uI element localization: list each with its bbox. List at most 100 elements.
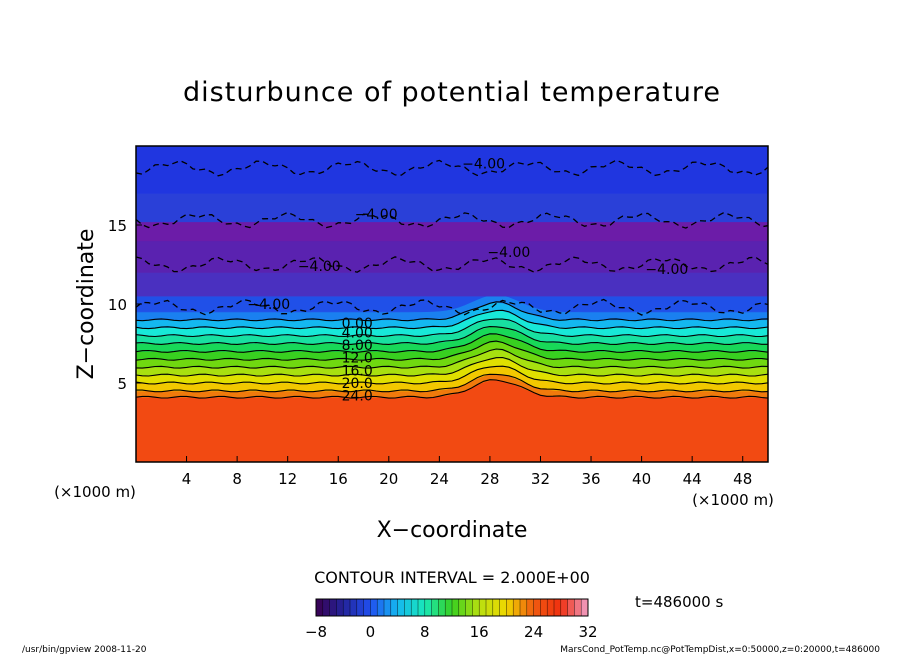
colorbar-frame	[315, 598, 589, 617]
x-tick-label: 12	[278, 470, 297, 488]
contour-label-5: −4.00	[247, 297, 290, 313]
y-tick-label: 10	[108, 296, 127, 314]
contour-dashed-3	[136, 159, 768, 177]
time-label: t=486000 s	[635, 593, 723, 611]
contour-label-1: −4.00	[355, 207, 398, 223]
colorbar	[315, 598, 589, 617]
colorbar-cell	[506, 599, 514, 616]
colorbar-cell	[492, 599, 500, 616]
contour-label-4: −4.00	[645, 262, 688, 278]
colorbar-tick-label: 32	[578, 623, 597, 641]
contour-label-6: 0.00	[342, 316, 373, 332]
x-tick-label: 24	[430, 470, 449, 488]
contour-interval-text: CONTOUR INTERVAL = 2.000E+00	[314, 568, 590, 587]
colorbar-cell	[438, 599, 446, 616]
contour-dashed-0	[136, 298, 768, 316]
colorbar-cell	[513, 599, 521, 616]
x-axis-ticks: 4 8 12 16 20 24 28 32 36 40 44 48	[182, 456, 752, 488]
contour-label-9: 12.0	[342, 351, 373, 367]
contour-label-2: −4.00	[487, 245, 530, 261]
colorbar-cell	[445, 599, 453, 616]
contour-line-7	[136, 326, 768, 345]
colorbar-cell	[336, 599, 344, 616]
x-tick-label: 48	[733, 470, 752, 488]
colorbar-tick-label: 24	[524, 623, 543, 641]
heatmap-band-16	[136, 193, 768, 223]
colorbar-cell	[370, 599, 378, 616]
heatmap-field	[136, 146, 768, 462]
colorbar-cell	[581, 599, 589, 616]
contour-line-6	[136, 333, 768, 353]
y-tick-label: 15	[108, 217, 127, 235]
colorbar-cell	[397, 599, 405, 616]
x-tick-label: 32	[531, 470, 550, 488]
contour-label-12: 24.0	[342, 389, 373, 405]
colorbar-cell	[329, 599, 337, 616]
heatmap-band-15	[136, 221, 768, 242]
contour-line-3	[136, 356, 768, 377]
contour-line-8	[136, 318, 768, 338]
colorbar-tick-label: 0	[366, 623, 376, 641]
colorbar-cell	[472, 599, 480, 616]
x-tick-label: 20	[379, 470, 398, 488]
contour-line-5	[136, 340, 768, 361]
colorbar-cell	[452, 599, 460, 616]
contour-label-3: −4.00	[298, 259, 341, 275]
colorbar-cell	[418, 599, 426, 616]
x-tick-label: 8	[232, 470, 242, 488]
colorbar-tick-labels: −8 0 8 16 24 32	[305, 623, 598, 641]
y-unit-label: (×1000 m)	[54, 483, 136, 501]
colorbar-cell	[520, 599, 528, 616]
y-axis-ticks: 5 10 15	[108, 217, 142, 393]
x-unit-label: (×1000 m)	[692, 491, 774, 509]
colorbar-cell	[547, 599, 555, 616]
footer-right: MarsCond_PotTemp.nc@PotTempDist,x=0:5000…	[560, 645, 880, 654]
colorbar-cell	[554, 599, 562, 616]
contour-label-11: 20.0	[342, 376, 373, 392]
colorbar-cell	[458, 599, 466, 616]
y-tick-label: 5	[117, 375, 127, 393]
colorbar-cell	[343, 599, 351, 616]
x-tick-label: 36	[581, 470, 600, 488]
contour-line-10	[136, 301, 768, 322]
x-tick-label: 40	[632, 470, 651, 488]
colorbar-tick-label: 16	[470, 623, 489, 641]
contour-label-8: 8.00	[342, 338, 373, 354]
colorbar-cell	[567, 599, 575, 616]
colorbar-tick-label: −8	[305, 623, 327, 641]
x-tick-label: 28	[480, 470, 499, 488]
colorbar-cell	[384, 599, 392, 616]
footer-left: /usr/bin/gpview 2008-11-20	[22, 645, 147, 654]
colorbar-cell	[363, 599, 371, 616]
colorbar-cell	[479, 599, 487, 616]
contour-label-7: 4.00	[342, 325, 373, 341]
heatmap-band-17	[136, 146, 768, 194]
colorbar-cell	[390, 599, 398, 616]
y-axis-label: Z−coordinate	[74, 229, 99, 380]
contour-dashed-1	[136, 256, 768, 273]
contour-labels: −4.00 −4.00 −4.00 −4.00 −4.00 −4.00 0.004.008.…	[247, 156, 688, 404]
heatmap-band-12	[136, 294, 768, 313]
contour-label-0: −4.00	[462, 156, 505, 172]
colorbar-cell	[499, 599, 507, 616]
colorbar-cell	[540, 599, 548, 616]
contour-line-1	[136, 373, 768, 393]
x-tick-label: 4	[182, 470, 192, 488]
contour-lines	[136, 159, 768, 399]
colorbar-cell	[356, 599, 364, 616]
contour-line-2	[136, 365, 768, 385]
contour-line-9	[136, 309, 768, 330]
colorbar-cell	[486, 599, 494, 616]
colorbar-cell	[533, 599, 541, 616]
colorbar-cell	[322, 599, 330, 616]
colorbar-tick-label: 8	[420, 623, 430, 641]
colorbar-cell	[377, 599, 385, 616]
chart-title: disturbunce of potential temperature	[183, 77, 721, 108]
contour-line-4	[136, 348, 768, 369]
colorbar-cell	[465, 599, 473, 616]
colorbar-cell	[431, 599, 439, 616]
colorbar-cell	[574, 599, 582, 616]
colorbar-cell	[411, 599, 419, 616]
contour-label-10: 16.0	[342, 363, 373, 379]
